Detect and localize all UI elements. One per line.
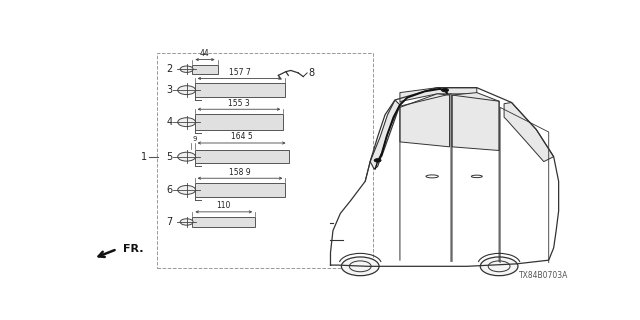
Text: 164 5: 164 5 [230,132,252,141]
Circle shape [178,186,196,194]
Bar [157,53,372,268]
Circle shape [180,66,193,72]
Text: FR.: FR. [123,244,143,254]
Circle shape [341,257,379,276]
Bar [195,150,289,164]
Text: 158 9: 158 9 [229,168,251,177]
Text: 5: 5 [166,152,173,162]
Bar [193,217,255,227]
Polygon shape [504,102,554,162]
Text: 7: 7 [166,217,173,227]
Circle shape [180,219,193,225]
Text: 2: 2 [166,64,173,74]
Bar [193,65,218,74]
Text: 110: 110 [216,201,231,210]
Text: 157 7: 157 7 [228,68,250,77]
Polygon shape [370,100,400,169]
Text: 8: 8 [308,68,314,78]
Text: 44: 44 [200,49,210,58]
Circle shape [178,152,196,161]
Text: 1: 1 [141,152,147,162]
Circle shape [178,118,196,127]
Bar [195,84,285,97]
Bar [195,183,285,197]
Text: 6: 6 [166,185,173,195]
Text: 9: 9 [193,136,197,142]
Bar [195,114,284,130]
Text: 4: 4 [166,117,173,127]
Text: 155 3: 155 3 [228,99,250,108]
Polygon shape [452,92,499,150]
Circle shape [374,159,381,162]
Circle shape [178,86,196,95]
Text: TX84B0703A: TX84B0703A [519,271,568,280]
Circle shape [442,88,449,92]
Polygon shape [400,94,449,147]
Text: 3: 3 [166,85,173,95]
Circle shape [480,257,518,276]
Polygon shape [400,88,477,102]
